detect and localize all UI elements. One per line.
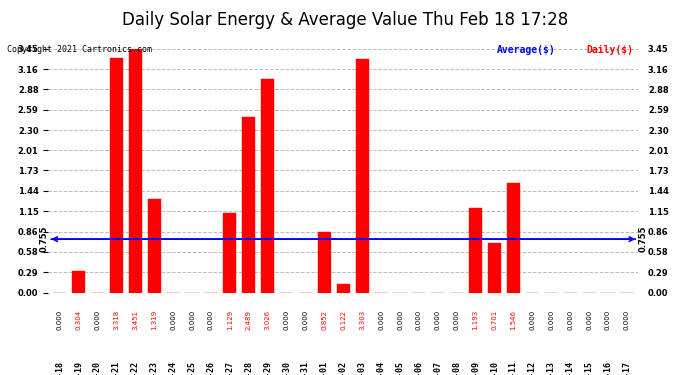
Text: 0.000: 0.000 (189, 310, 195, 330)
Text: 02-03: 02-03 (357, 361, 366, 375)
Text: 1.319: 1.319 (151, 310, 157, 330)
Text: 0.755: 0.755 (638, 226, 647, 252)
Text: 0.000: 0.000 (454, 310, 460, 330)
Text: 02-11: 02-11 (509, 361, 518, 375)
Text: 3.451: 3.451 (132, 310, 138, 330)
Bar (128, 49, 142, 292)
Text: 02-02: 02-02 (339, 361, 348, 375)
Bar (507, 183, 520, 292)
Text: 1.193: 1.193 (473, 310, 479, 330)
Bar (488, 243, 501, 292)
Text: 01-21: 01-21 (112, 361, 121, 375)
Text: 01-22: 01-22 (131, 361, 140, 375)
Text: Daily($): Daily($) (586, 45, 633, 55)
Text: 02-09: 02-09 (471, 361, 480, 375)
Text: 02-12: 02-12 (528, 361, 537, 375)
Text: 3.026: 3.026 (265, 310, 270, 330)
Text: 02-13: 02-13 (546, 361, 555, 375)
Text: 0.000: 0.000 (435, 310, 441, 330)
Text: 02-15: 02-15 (584, 361, 593, 375)
Text: 02-07: 02-07 (433, 361, 442, 375)
Text: 0.701: 0.701 (491, 310, 497, 330)
Text: 01-27: 01-27 (226, 361, 235, 375)
Text: 02-16: 02-16 (604, 361, 613, 375)
Text: 3.303: 3.303 (359, 310, 365, 330)
Text: 0.000: 0.000 (586, 310, 592, 330)
Text: 02-14: 02-14 (566, 361, 575, 375)
Text: 01-25: 01-25 (188, 361, 197, 375)
Text: 0.852: 0.852 (322, 310, 327, 330)
Text: 0.000: 0.000 (284, 310, 290, 330)
Text: 0.000: 0.000 (378, 310, 384, 330)
Bar (72, 271, 85, 292)
Text: 02-01: 02-01 (320, 361, 329, 375)
Bar (318, 232, 331, 292)
Text: 01-30: 01-30 (282, 361, 291, 375)
Bar (469, 208, 482, 292)
Text: 0.000: 0.000 (416, 310, 422, 330)
Text: 0.000: 0.000 (624, 310, 630, 330)
Text: 0.000: 0.000 (605, 310, 611, 330)
Text: 01-28: 01-28 (244, 361, 253, 375)
Text: 3.318: 3.318 (113, 310, 119, 330)
Text: 0.000: 0.000 (397, 310, 403, 330)
Text: Average($): Average($) (497, 45, 555, 55)
Text: 0.000: 0.000 (208, 310, 214, 330)
Text: 02-04: 02-04 (377, 361, 386, 375)
Bar (110, 58, 123, 292)
Text: 2.489: 2.489 (246, 310, 252, 330)
Text: 01-20: 01-20 (93, 361, 102, 375)
Text: 01-23: 01-23 (150, 361, 159, 375)
Text: Copyright 2021 Cartronics.com: Copyright 2021 Cartronics.com (7, 45, 152, 54)
Text: 01-29: 01-29 (263, 361, 272, 375)
Text: 02-10: 02-10 (490, 361, 499, 375)
Text: 0.000: 0.000 (302, 310, 308, 330)
Text: 01-19: 01-19 (74, 361, 83, 375)
Text: Daily Solar Energy & Average Value Thu Feb 18 17:28: Daily Solar Energy & Average Value Thu F… (122, 11, 568, 29)
Text: 02-17: 02-17 (622, 361, 631, 375)
Text: 01-18: 01-18 (55, 361, 64, 375)
Bar (337, 284, 350, 292)
Text: 0.000: 0.000 (529, 310, 535, 330)
Text: 02-06: 02-06 (415, 361, 424, 375)
Text: 1.129: 1.129 (227, 310, 233, 330)
Bar (261, 79, 274, 292)
Text: 02-05: 02-05 (395, 361, 404, 375)
Bar (148, 199, 161, 292)
Text: 0.000: 0.000 (567, 310, 573, 330)
Text: 0.122: 0.122 (340, 310, 346, 330)
Text: 0.000: 0.000 (549, 310, 554, 330)
Text: 01-31: 01-31 (301, 361, 310, 375)
Text: 0.000: 0.000 (57, 310, 63, 330)
Text: 01-24: 01-24 (168, 361, 177, 375)
Text: 0.000: 0.000 (170, 310, 176, 330)
Bar (223, 213, 237, 292)
Text: 0.000: 0.000 (95, 310, 101, 330)
Text: 0.755: 0.755 (39, 226, 48, 252)
Text: 1.546: 1.546 (511, 310, 516, 330)
Text: 01-26: 01-26 (206, 361, 215, 375)
Text: 0.304: 0.304 (75, 310, 81, 330)
Bar (242, 117, 255, 292)
Bar (355, 59, 368, 292)
Text: 02-08: 02-08 (452, 361, 461, 375)
